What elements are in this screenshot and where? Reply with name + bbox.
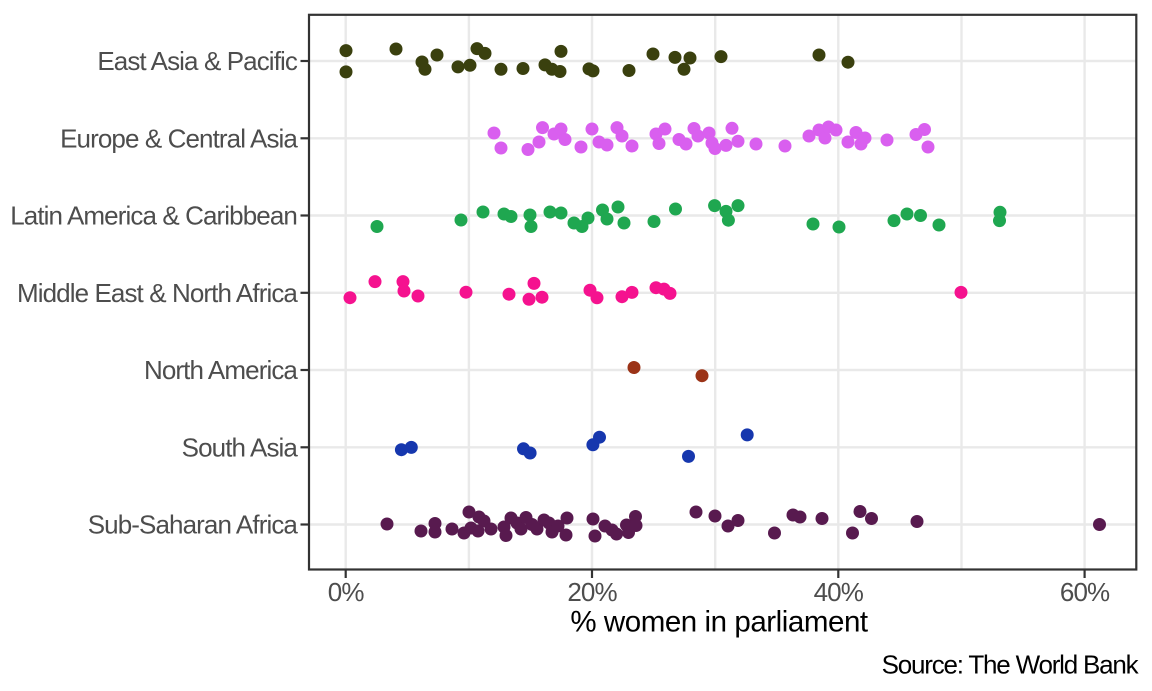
svg-text:North America: North America — [144, 355, 298, 385]
svg-text:East Asia & Pacific: East Asia & Pacific — [97, 46, 298, 76]
svg-text:Middle East & North Africa: Middle East & North Africa — [17, 278, 298, 308]
svg-text:0%: 0% — [328, 577, 365, 607]
svg-text:% women in parliament: % women in parliament — [570, 606, 868, 639]
svg-text:Latin America & Caribbean: Latin America & Caribbean — [10, 201, 297, 231]
svg-text:Sub-Saharan Africa: Sub-Saharan Africa — [88, 510, 299, 540]
svg-text:South Asia: South Asia — [182, 432, 299, 462]
svg-text:Europe & Central Asia: Europe & Central Asia — [60, 123, 298, 153]
svg-text:20%: 20% — [567, 577, 617, 607]
svg-text:Source: The World Bank: Source: The World Bank — [882, 650, 1140, 680]
svg-text:60%: 60% — [1060, 577, 1110, 607]
svg-text:40%: 40% — [814, 577, 864, 607]
